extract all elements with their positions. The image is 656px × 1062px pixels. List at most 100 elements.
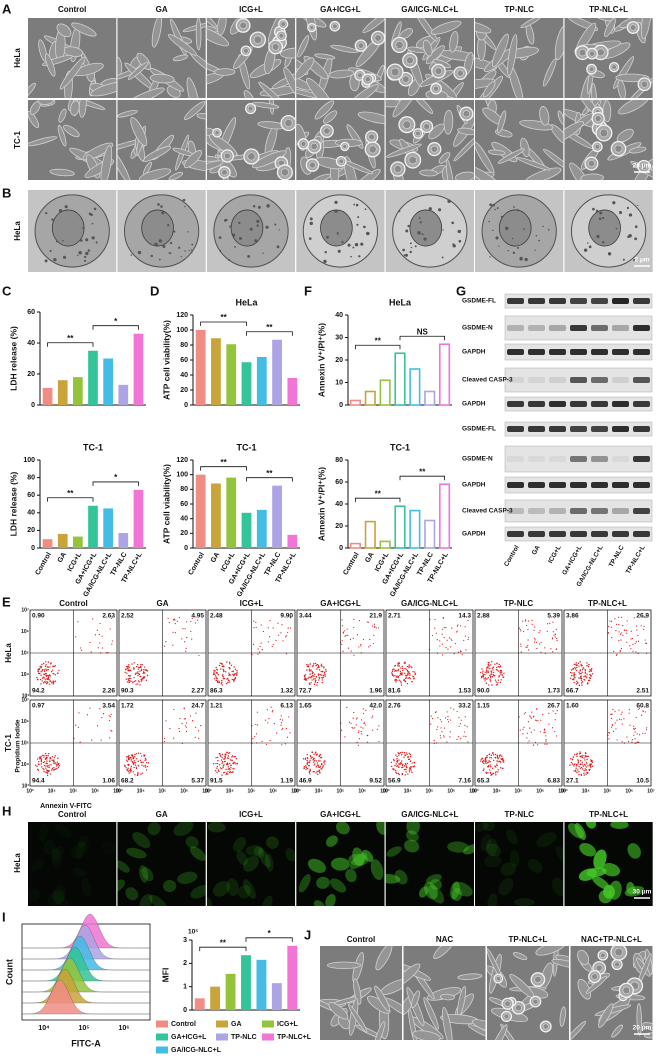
cell bbox=[168, 171, 184, 180]
y-tick-label: 30 bbox=[335, 334, 343, 341]
y-tick-label: 60 bbox=[335, 479, 343, 486]
event-dot bbox=[645, 729, 648, 731]
event-dot bbox=[140, 663, 142, 666]
event-dot bbox=[110, 713, 112, 716]
event-dot bbox=[143, 671, 145, 674]
event-dot bbox=[341, 625, 344, 627]
event-dot bbox=[485, 759, 487, 761]
event-dot bbox=[378, 740, 380, 743]
event-dot bbox=[401, 760, 403, 762]
event-dot bbox=[227, 757, 230, 759]
round-cell-core bbox=[614, 961, 620, 968]
event-dot bbox=[441, 731, 443, 733]
cell bbox=[453, 132, 475, 162]
event-dot bbox=[488, 684, 490, 686]
organelle bbox=[130, 254, 133, 256]
bar bbox=[194, 998, 205, 1010]
event-dot bbox=[108, 719, 111, 722]
quadrant-value: 1.65 bbox=[299, 703, 312, 710]
event-dot bbox=[435, 632, 437, 634]
event-dot bbox=[496, 669, 499, 671]
event-dot bbox=[574, 753, 576, 756]
event-dot bbox=[573, 663, 575, 666]
event-dot bbox=[398, 754, 400, 756]
image bbox=[206, 190, 296, 272]
cell bbox=[641, 18, 652, 40]
event-dot bbox=[494, 765, 496, 767]
event-dot bbox=[319, 771, 321, 774]
event-dot bbox=[487, 665, 489, 667]
cell bbox=[186, 77, 201, 98]
fluorescent-cell bbox=[139, 893, 153, 906]
x-tick-label: 10⁴ bbox=[137, 788, 146, 794]
organelle bbox=[223, 219, 226, 222]
event-dot bbox=[530, 731, 532, 733]
event-dot bbox=[404, 672, 406, 674]
blot-band bbox=[528, 377, 545, 383]
event-dot bbox=[405, 675, 407, 677]
significance-bracket bbox=[200, 321, 247, 326]
round-cell-core bbox=[309, 25, 315, 30]
event-dot bbox=[322, 766, 324, 768]
event-dot bbox=[467, 619, 469, 622]
nucleus bbox=[230, 209, 264, 247]
organelle bbox=[535, 234, 538, 237]
event-dot bbox=[226, 678, 228, 680]
round-cell-core bbox=[504, 1000, 511, 1007]
bar bbox=[118, 384, 129, 405]
event-dot bbox=[360, 645, 362, 647]
event-dot bbox=[442, 617, 445, 619]
event-dot bbox=[143, 755, 145, 757]
event-dot bbox=[309, 773, 311, 775]
organelle bbox=[191, 243, 194, 246]
blot-band bbox=[528, 349, 545, 355]
event-dot bbox=[456, 710, 458, 712]
cell bbox=[520, 18, 541, 29]
event-dot bbox=[644, 639, 646, 641]
x-tick-label: 10⁷ bbox=[647, 788, 655, 794]
organelle bbox=[160, 205, 163, 208]
event-dot bbox=[548, 723, 550, 725]
event-dot bbox=[341, 619, 343, 621]
event-dot bbox=[408, 666, 410, 669]
event-dot bbox=[52, 672, 54, 675]
organelle bbox=[513, 206, 515, 208]
fluorescent-cell bbox=[28, 888, 40, 902]
event-dot bbox=[321, 674, 323, 676]
event-dot bbox=[451, 627, 453, 629]
organelle bbox=[219, 250, 222, 252]
organelle bbox=[398, 210, 401, 213]
event-dot bbox=[323, 761, 325, 764]
event-dot bbox=[229, 762, 231, 765]
organelle bbox=[492, 203, 496, 207]
event-dot bbox=[522, 620, 524, 622]
event-dot bbox=[437, 717, 439, 719]
event-dot bbox=[405, 768, 407, 771]
event-dot bbox=[398, 763, 400, 765]
cell bbox=[577, 949, 589, 966]
event-dot bbox=[580, 672, 582, 675]
event-dot bbox=[406, 753, 408, 755]
event-dot bbox=[308, 682, 311, 684]
column-header: Control bbox=[347, 935, 375, 944]
image bbox=[117, 18, 206, 98]
event-dot bbox=[44, 681, 47, 683]
blot-band bbox=[570, 426, 587, 432]
y-tick-label: 100 bbox=[176, 327, 188, 334]
bar bbox=[287, 534, 298, 548]
y-tick-label: 20 bbox=[27, 371, 35, 378]
event-dot bbox=[587, 755, 589, 758]
organelle bbox=[58, 208, 63, 213]
event-dot bbox=[353, 618, 355, 621]
event-dot bbox=[302, 758, 305, 760]
event-dot bbox=[578, 671, 580, 674]
event-dot bbox=[636, 733, 638, 735]
event-dot bbox=[631, 738, 633, 741]
scale-bar-label: 20 μm bbox=[633, 163, 652, 170]
event-dot bbox=[580, 676, 582, 678]
cell bbox=[577, 978, 591, 1000]
legend-label: Control bbox=[171, 1021, 196, 1028]
event-dot bbox=[309, 759, 311, 762]
event-dot bbox=[408, 664, 410, 666]
event-dot bbox=[36, 758, 39, 760]
